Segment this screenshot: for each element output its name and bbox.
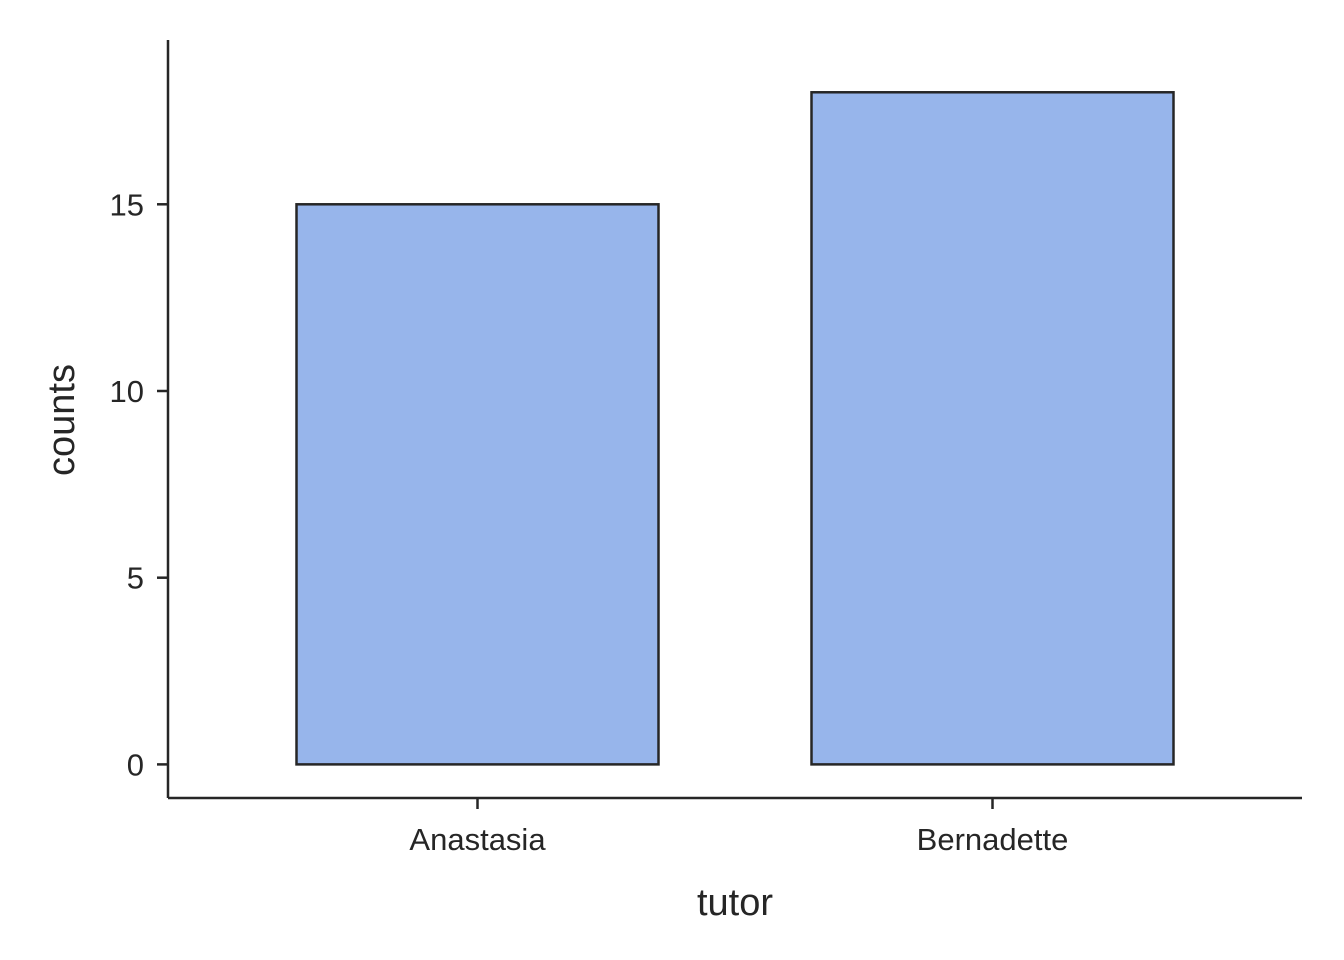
bar-bernadette <box>810 91 1175 766</box>
y-tick-label: 10 <box>110 374 144 409</box>
x-tick-label: Anastasia <box>409 822 546 857</box>
y-tick-label: 0 <box>127 747 144 782</box>
bar-anastasia <box>295 203 660 766</box>
y-tick-label: 5 <box>127 561 144 596</box>
x-axis-title: tutor <box>697 882 773 924</box>
x-ticks-group: Anastasia Bernadette <box>409 798 1068 857</box>
y-axis-title: counts <box>41 364 83 476</box>
bars-group <box>295 91 1175 766</box>
y-tick-label: 15 <box>110 187 144 222</box>
y-ticks-group: 0 5 10 15 <box>110 187 168 782</box>
x-tick-label: Bernadette <box>917 822 1069 857</box>
